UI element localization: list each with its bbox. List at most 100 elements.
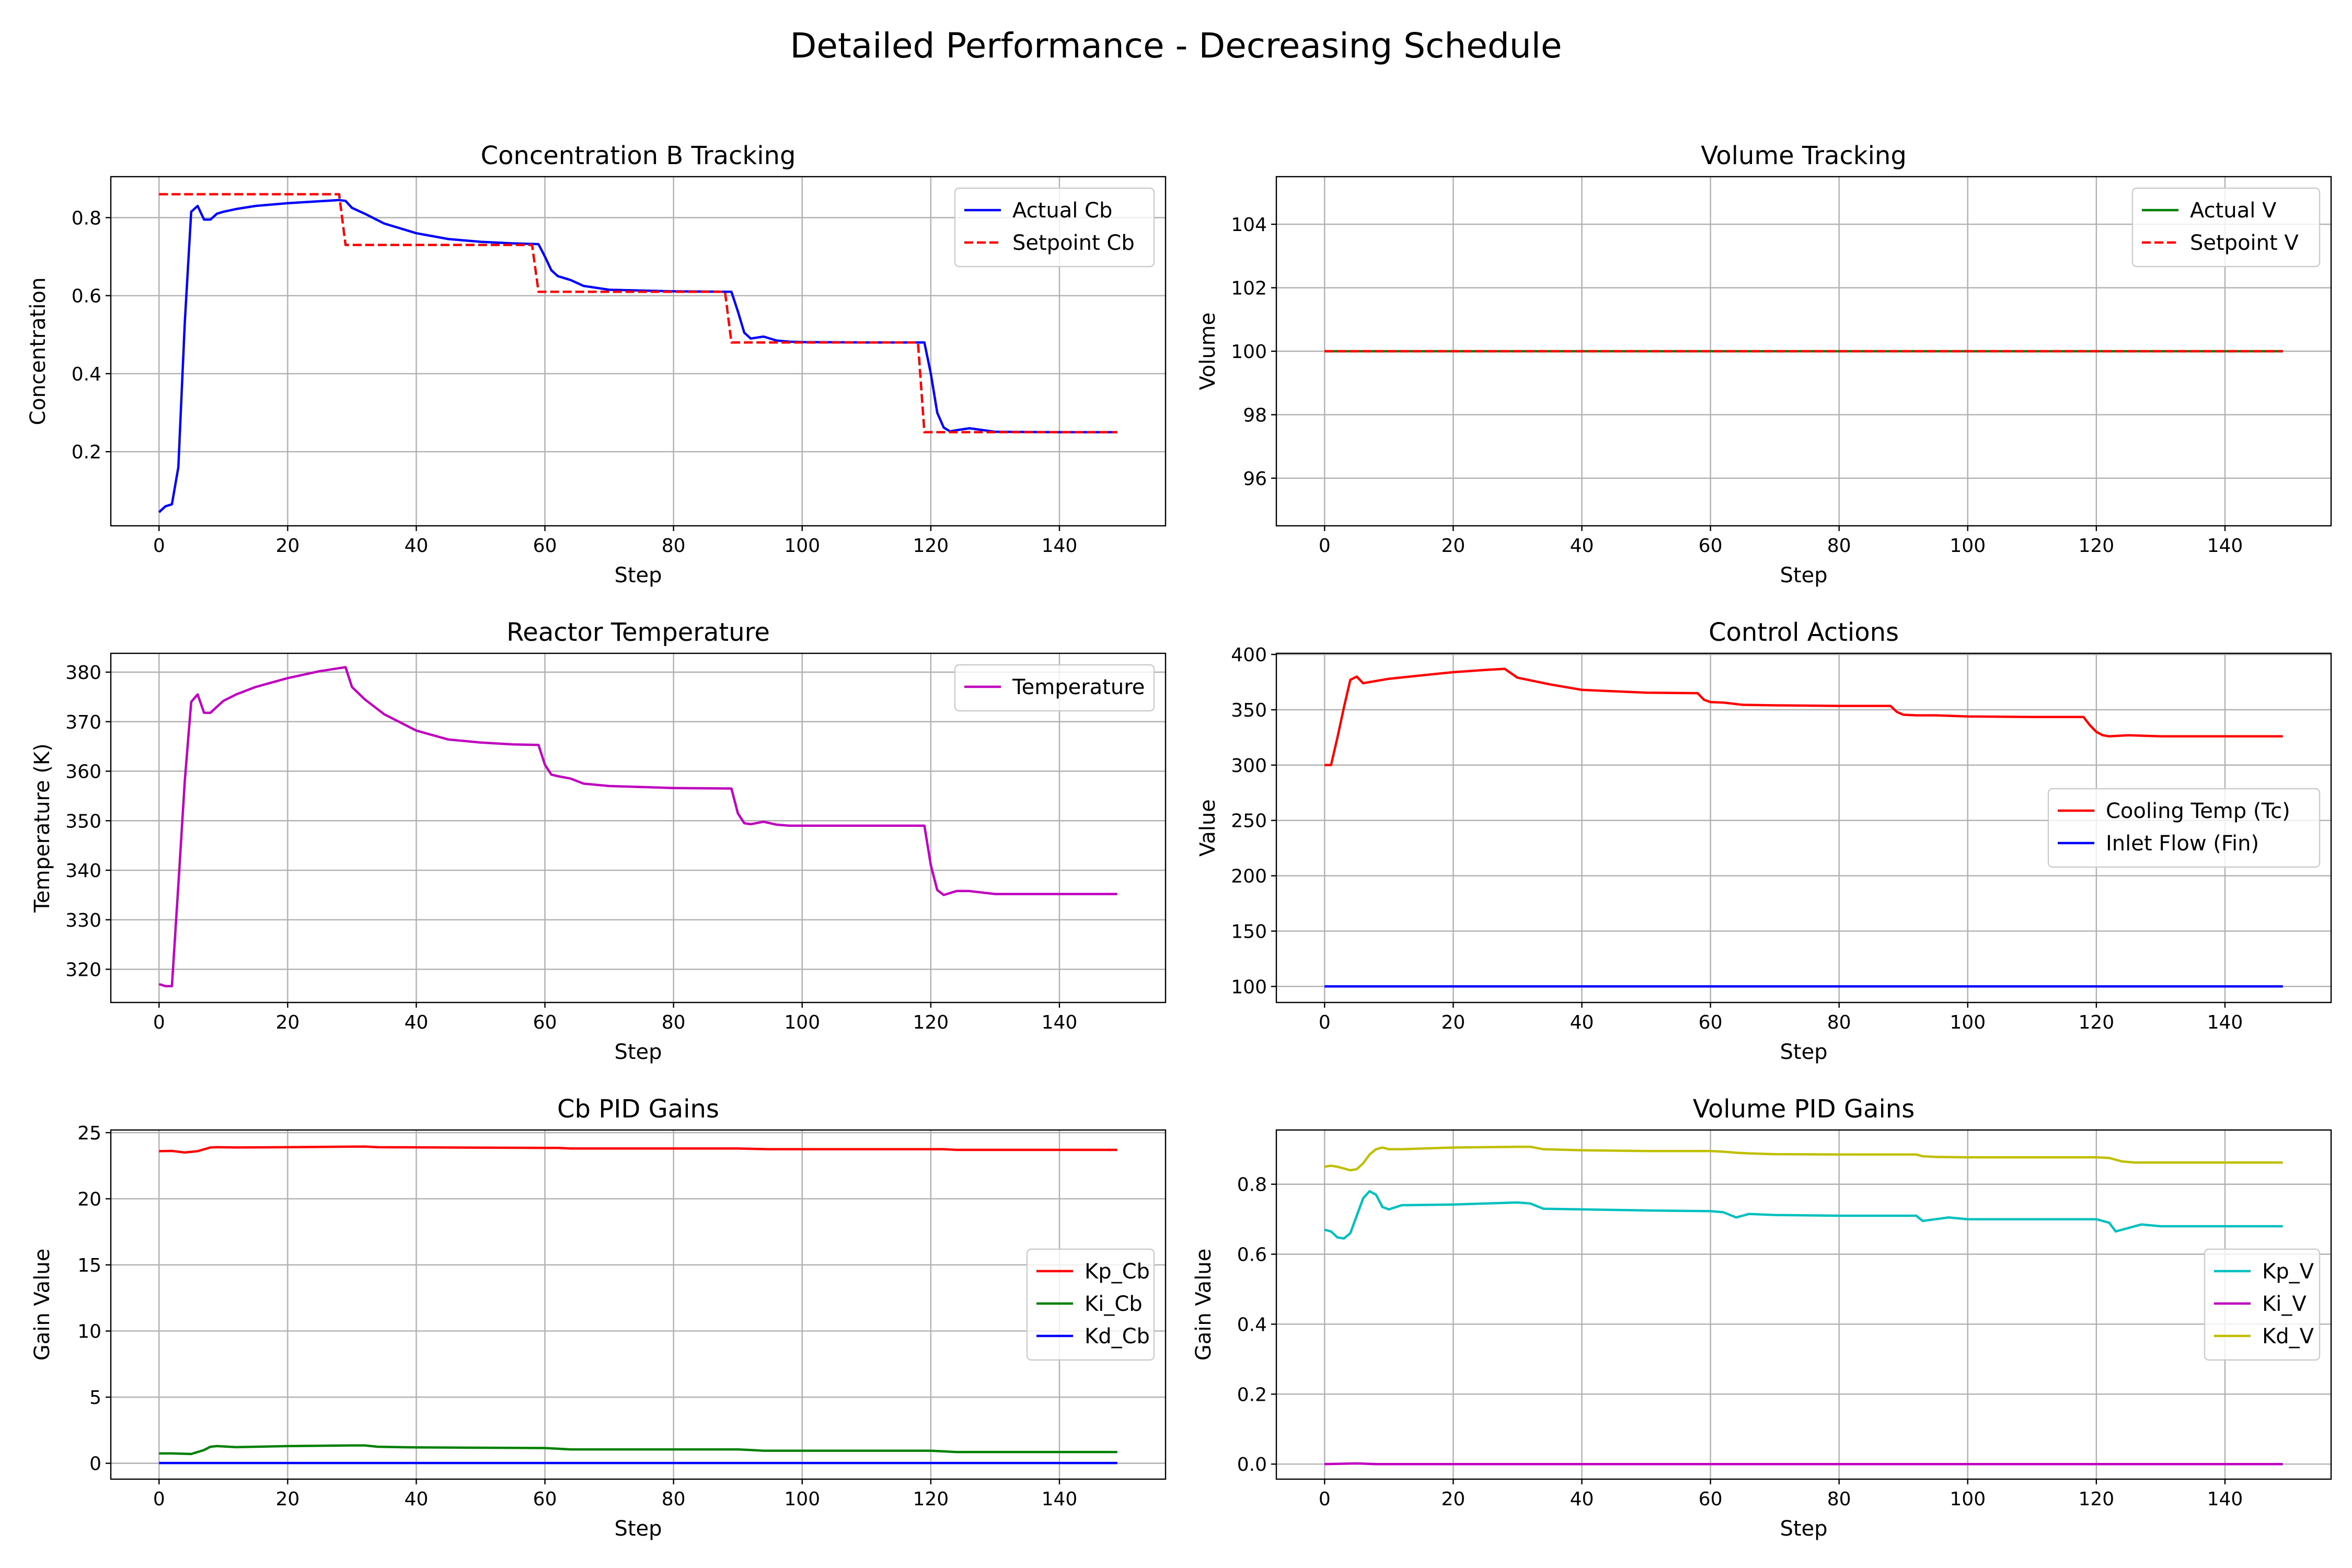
y-axis-label: Temperature (K) <box>30 743 54 913</box>
x-tick-label: 0 <box>1319 1489 1331 1510</box>
x-tick-label: 140 <box>1042 535 1078 557</box>
axes-frame <box>1275 1129 2332 1480</box>
y-tick-label: 20 <box>77 1189 101 1210</box>
y-tick-label: 370 <box>65 712 101 733</box>
y-axis-label: Concentration <box>26 278 50 425</box>
x-tick-label: 100 <box>1950 535 1986 557</box>
legend-box <box>954 187 1155 268</box>
x-tick-label: 140 <box>2207 1012 2243 1033</box>
y-axis-label: Gain Value <box>1192 1249 1216 1361</box>
series-line-cooling-temp-tc <box>1324 667 2283 767</box>
x-tick-label: 140 <box>2207 535 2243 557</box>
legend-label: Kp_Cb <box>1085 1260 1150 1284</box>
legend: Actual Cb Setpoint Cb <box>954 187 1155 268</box>
legend-label: Temperature <box>1012 675 1145 699</box>
x-tick-label: 100 <box>784 535 820 557</box>
y-tick-label: 0.0 <box>1237 1454 1267 1475</box>
x-tick-label: 120 <box>913 1489 949 1510</box>
x-tick-label: 80 <box>662 1012 686 1033</box>
y-tick-label: 15 <box>77 1255 101 1276</box>
x-tick-label: 80 <box>1827 1489 1851 1510</box>
y-tick-label: 5 <box>89 1387 101 1409</box>
y-tick-label: 360 <box>65 762 101 783</box>
y-tick-label: 300 <box>1231 755 1267 777</box>
subplot-title: Cb PID Gains <box>557 1094 719 1124</box>
y-tick-label: 0.6 <box>1237 1244 1267 1266</box>
legend: Kp_V Ki_V Kd_V <box>2204 1248 2321 1361</box>
legend: Kp_Cb Ki_Cb Kd_Cb <box>1026 1248 1155 1361</box>
y-tick-label: 104 <box>1231 214 1267 236</box>
x-tick-label: 80 <box>1827 535 1851 557</box>
x-tick-label: 20 <box>1441 1489 1465 1510</box>
x-tick-label: 60 <box>533 1012 557 1033</box>
legend-label: Ki_Cb <box>1085 1292 1143 1316</box>
y-tick-label: 98 <box>1243 405 1267 426</box>
x-tick-label: 40 <box>1570 1489 1594 1510</box>
y-tick-label: 100 <box>1231 341 1267 363</box>
x-tick-label: 60 <box>1699 1489 1723 1510</box>
x-tick-label: 120 <box>913 535 949 557</box>
legend-label: Inlet Flow (Fin) <box>2106 832 2259 856</box>
x-axis-label: Step <box>614 1040 662 1064</box>
y-tick-label: 340 <box>65 860 101 882</box>
y-tick-label: 330 <box>65 910 101 931</box>
legend-box <box>2131 187 2321 268</box>
x-tick-label: 0 <box>1319 535 1331 557</box>
series-line-kp-v <box>1324 1190 2283 1240</box>
y-tick-label: 0.8 <box>72 207 101 229</box>
y-tick-label: 102 <box>1231 278 1267 299</box>
x-tick-label: 100 <box>1950 1012 1986 1033</box>
x-tick-label: 20 <box>1441 1012 1465 1033</box>
legend-box <box>2204 1248 2321 1361</box>
x-tick-label: 40 <box>405 1489 429 1510</box>
x-tick-label: 20 <box>275 535 299 557</box>
figure-suptitle: Detailed Performance - Decreasing Schedu… <box>790 26 1562 66</box>
subplot-grid: 0 20 40 60 80 100 120 1400.20.40.60.8Concentrat… <box>26 141 2332 1541</box>
plot-area <box>1276 1130 2331 1479</box>
legend-box <box>1026 1248 1155 1361</box>
x-tick-label: 100 <box>784 1012 820 1033</box>
x-tick-label: 120 <box>2079 1489 2115 1510</box>
legend-label: Kd_V <box>2262 1324 2314 1348</box>
x-tick-label: 0 <box>153 535 165 557</box>
y-tick-label: 0.4 <box>1237 1314 1267 1335</box>
x-tick-label: 0 <box>153 1489 165 1510</box>
subplot-2: 0 20 40 60 80 100 120 140 96 98 100 102 104 Volume Tr… <box>1196 141 2332 587</box>
y-tick-label: 100 <box>1231 976 1267 998</box>
legend-label: Setpoint Cb <box>1012 231 1135 255</box>
x-tick-label: 40 <box>405 1012 429 1033</box>
x-tick-label: 80 <box>662 1489 686 1510</box>
series-line-actual-cb <box>158 199 1117 513</box>
x-tick-label: 100 <box>784 1489 820 1510</box>
x-tick-label: 80 <box>662 535 686 557</box>
subplot-title: Volume Tracking <box>1701 141 1907 170</box>
axes-frame <box>110 1129 1167 1480</box>
x-tick-label: 0 <box>1319 1012 1331 1033</box>
series-line-setpoint-cb <box>159 193 1117 434</box>
y-tick-label: 350 <box>1231 700 1267 721</box>
x-axis-label: Step <box>614 1517 662 1541</box>
x-tick-label: 40 <box>405 535 429 557</box>
subplot-5: 0 20 40 60 80 100 120 140 0 5 10 15 20 25 Cb PID Gains… <box>30 1094 1167 1541</box>
x-tick-label: 120 <box>913 1012 949 1033</box>
x-axis-label: Step <box>1780 563 1827 587</box>
legend-label: Actual V <box>2190 199 2277 223</box>
y-tick-label: 350 <box>65 811 101 832</box>
y-tick-label: 10 <box>77 1321 101 1343</box>
y-tick-label: 0.4 <box>72 364 101 385</box>
legend-label: Cooling Temp (Tc) <box>2106 799 2290 823</box>
legend: Temperature <box>954 664 1155 712</box>
legend-label: Setpoint V <box>2190 231 2299 255</box>
x-tick-label: 60 <box>1699 1012 1723 1033</box>
subplot-1: 0 20 40 60 80 100 120 140 0.2 0.4 0.6 0.8 Concentrat… <box>26 141 1167 587</box>
y-tick-label: 96 <box>1243 468 1267 490</box>
axes-frame <box>1275 652 2332 1004</box>
series-line-temperature <box>158 666 1117 987</box>
legend: Cooling Temp (Tc) Inlet Flow (Fin) <box>2047 788 2321 868</box>
x-tick-label: 60 <box>533 535 557 557</box>
x-tick-label: 60 <box>1699 535 1723 557</box>
y-tick-label: 0 <box>89 1454 101 1475</box>
subplot-title: Reactor Temperature <box>506 618 770 647</box>
x-tick-label: 20 <box>275 1012 299 1033</box>
